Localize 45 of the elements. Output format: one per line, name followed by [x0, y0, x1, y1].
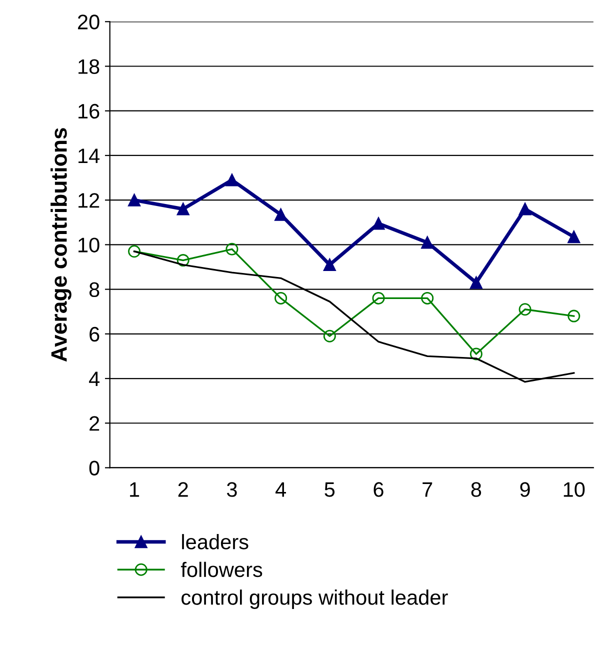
point — [323, 258, 336, 272]
point — [470, 348, 482, 360]
y-tick-label: 18 — [78, 59, 100, 74]
y-tick-label: 6 — [90, 326, 100, 342]
point — [518, 202, 532, 216]
point — [470, 276, 482, 289]
point — [274, 292, 288, 304]
x-tick-label: 7 — [422, 482, 432, 497]
y-tick-label: 14 — [78, 148, 100, 164]
y-tick-label: 16 — [78, 104, 100, 119]
point — [176, 202, 190, 216]
point — [421, 292, 434, 304]
y-tick-label: 0 — [89, 460, 100, 476]
x-tick-label: 10 — [564, 482, 585, 497]
y-tick-label: 2 — [90, 416, 100, 431]
point — [226, 174, 238, 186]
legend-label: leaders — [182, 534, 248, 550]
x-tick-label: 5 — [324, 482, 335, 497]
x-tick-label: 2 — [178, 482, 188, 497]
y-tick-label: 12 — [78, 193, 100, 208]
y-tick-label: 10 — [78, 238, 100, 252]
x-tick-label: 6 — [374, 482, 384, 497]
legend-label: control groups without leader — [182, 590, 448, 609]
y-tick-label: 20 — [78, 14, 100, 30]
point — [274, 208, 288, 221]
x-tick-label: 9 — [520, 482, 530, 497]
point — [372, 292, 385, 304]
y-tick-label: 4 — [89, 372, 100, 386]
point — [568, 310, 580, 322]
point — [518, 303, 532, 316]
x-tick-label: 8 — [471, 482, 482, 497]
point — [128, 194, 141, 206]
y-tick-label: 8 — [89, 282, 100, 298]
x-tick-label: 1 — [130, 482, 140, 497]
point — [323, 330, 336, 342]
point — [226, 242, 238, 256]
y-axis-title: Average contributions — [50, 128, 72, 362]
x-tick-label: 3 — [226, 482, 237, 497]
point — [128, 245, 141, 258]
point — [176, 254, 190, 267]
point — [568, 230, 580, 244]
legend-label: followers — [180, 562, 262, 578]
x-tick-label: 4 — [275, 482, 286, 497]
point — [421, 236, 434, 249]
point — [372, 217, 385, 230]
